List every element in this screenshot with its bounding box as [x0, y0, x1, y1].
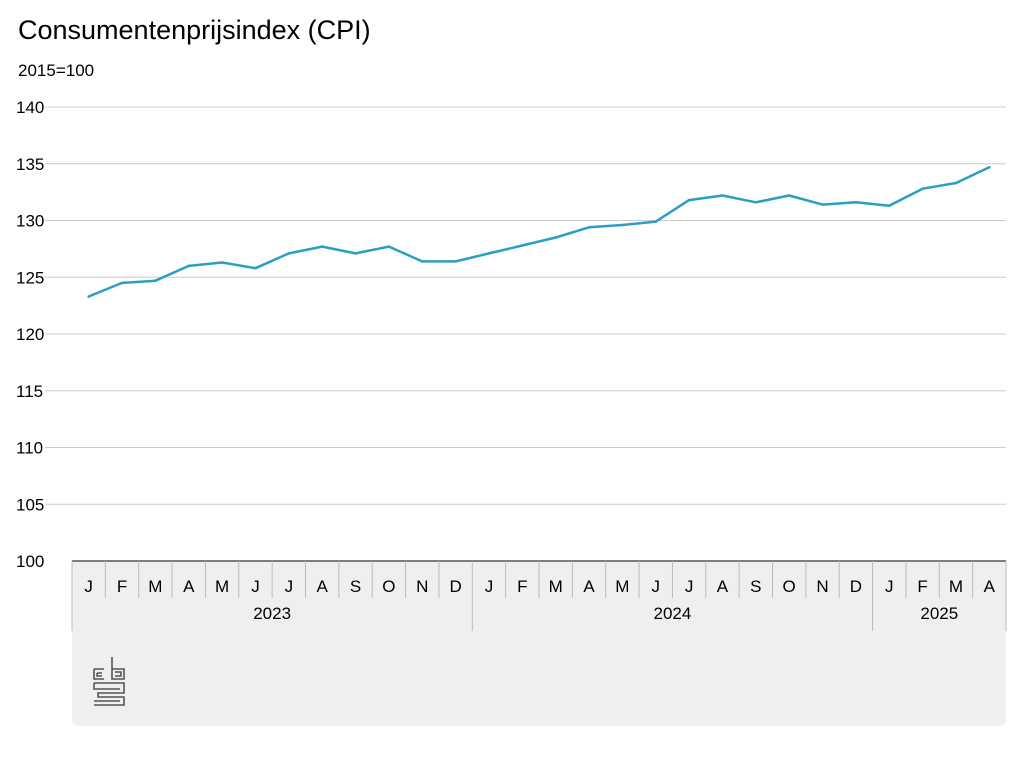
x-tick-label: J	[84, 577, 93, 596]
x-tick-label: A	[183, 577, 195, 596]
data-point	[120, 281, 124, 285]
data-point	[354, 252, 357, 255]
data-point	[654, 220, 658, 223]
data-point	[988, 165, 991, 169]
x-tick-label: J	[885, 577, 894, 596]
x-tick-label: D	[449, 577, 461, 596]
x-tick-label: F	[917, 577, 927, 596]
x-tick-label: M	[215, 577, 229, 596]
data-point	[487, 252, 491, 255]
chart-subtitle: 2015=100	[18, 61, 95, 80]
x-tick-label: J	[251, 577, 260, 596]
y-tick-label: 120	[16, 325, 44, 344]
y-tick-label: 125	[16, 268, 44, 287]
x-tick-label: J	[652, 577, 661, 596]
x-tick-label: A	[583, 577, 595, 596]
data-point	[154, 279, 157, 282]
x-tick-label: N	[416, 577, 428, 596]
series-layer	[87, 165, 991, 298]
data-point	[454, 260, 457, 263]
x-tick-label: J	[285, 577, 294, 596]
x-tick-label: D	[850, 577, 862, 596]
series-line	[87, 165, 991, 298]
x-tick-label: M	[148, 577, 162, 596]
x-tick-label: M	[549, 577, 563, 596]
y-tick-label: 130	[16, 212, 44, 231]
x-tick-label: A	[317, 577, 329, 596]
x-axis-panel	[72, 561, 1006, 726]
data-point	[954, 181, 958, 185]
data-point	[687, 198, 691, 202]
data-point	[821, 203, 824, 206]
x-tick-label: J	[485, 577, 494, 596]
data-point	[754, 201, 758, 204]
x-tick-label: F	[517, 577, 527, 596]
data-point	[420, 260, 424, 263]
y-axis-tick-labels: 100 105 110 115 120 125 130 135 140	[16, 98, 44, 571]
x-axis: J F M A M J J A S O N D J F M A M J J A S O N D J F M A 2023 2024 2025	[71, 560, 1007, 631]
chart-title: Consumentenprijsindex (CPI)	[18, 15, 371, 45]
data-point	[387, 245, 391, 248]
x-tick-label: N	[816, 577, 828, 596]
x-tick-label: M	[949, 577, 963, 596]
x-axis-background	[72, 561, 1006, 726]
year-label: 2023	[253, 604, 291, 623]
x-tick-label: O	[382, 577, 395, 596]
x-tick-label: F	[117, 577, 127, 596]
data-point	[254, 266, 257, 270]
grid-lines	[45, 106, 1006, 505]
data-point	[587, 226, 591, 229]
data-point	[554, 236, 557, 239]
x-tick-label: S	[750, 577, 761, 596]
x-tick-label: A	[717, 577, 729, 596]
y-tick-label: 110	[16, 439, 43, 458]
year-label: 2025	[920, 604, 958, 623]
year-label: 2024	[654, 604, 692, 623]
data-point	[220, 261, 224, 264]
data-point	[621, 223, 624, 227]
cbs-logo-icon	[93, 657, 125, 706]
y-tick-label: 100	[16, 552, 44, 571]
data-point	[887, 204, 891, 208]
data-point	[521, 244, 524, 247]
data-point	[721, 194, 724, 197]
data-point	[187, 264, 191, 268]
data-point	[787, 194, 791, 197]
y-tick-label: 115	[16, 382, 43, 401]
x-tick-label: M	[615, 577, 629, 596]
data-point	[287, 252, 291, 255]
y-tick-label: 135	[16, 155, 44, 174]
x-tick-label: S	[350, 577, 361, 596]
y-tick-label: 140	[16, 98, 44, 117]
data-point	[854, 201, 858, 204]
y-tick-label: 105	[16, 495, 44, 514]
data-point	[320, 245, 324, 248]
x-tick-label: J	[685, 577, 694, 596]
data-point	[87, 295, 90, 298]
x-tick-label: O	[783, 577, 796, 596]
data-point	[921, 187, 924, 191]
x-tick-label: A	[984, 577, 996, 596]
